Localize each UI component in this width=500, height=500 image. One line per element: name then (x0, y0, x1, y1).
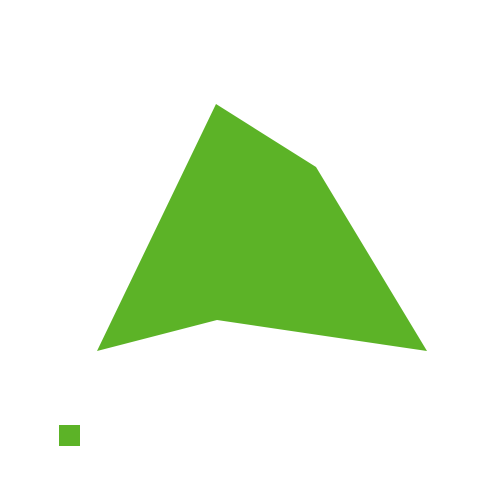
green-square-marker (59, 425, 80, 446)
green-polygon-shape (97, 104, 427, 351)
